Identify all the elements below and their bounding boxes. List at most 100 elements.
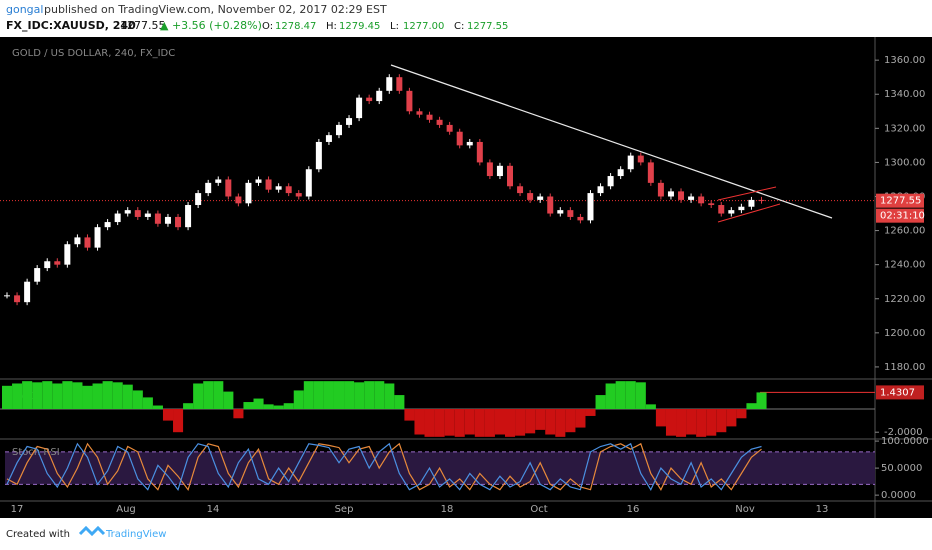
macd-bar [726,409,737,427]
candle-body [315,141,322,170]
macd-bar [615,381,626,409]
price-pane: 1180.001200.001220.001240.001260.001280.… [0,55,925,373]
candle-body [205,182,212,194]
symbol: FX_IDC:XAUUSD, 240 [6,19,136,32]
macd-bar [203,381,214,409]
macd-bar [505,409,516,437]
macd-bar [283,403,294,409]
ohlc-value: 1277.55 [467,21,508,32]
candle-body [255,179,262,183]
candle-body [4,295,10,297]
footer-bg [0,518,932,550]
y-tick-label: 1340.00 [884,89,925,100]
macd-bar [12,383,23,409]
candle-body [215,179,222,183]
macd-bar [303,381,314,409]
macd-bar [183,403,194,409]
candle-body [124,210,131,214]
macd-bar [635,382,646,409]
macd-bar [655,409,666,427]
last-price-label: 1277.55 [880,196,921,207]
macd-bar [464,409,475,435]
candle-body [577,216,584,221]
macd-bar [92,383,103,409]
macd-bar [384,383,395,409]
macd-bar [223,391,234,409]
candle-body [507,165,513,187]
footer-brand[interactable]: TradingView [105,529,166,540]
macd-bar [515,409,526,436]
stoch-d [6,442,762,492]
macd-bar [313,381,324,409]
macd-bar [374,381,385,409]
candle-body [285,186,292,194]
candle-body [496,165,503,177]
candle-body [476,141,483,163]
header-bg [0,0,932,37]
candle-body [627,155,634,170]
candle-body [275,186,282,190]
ohlc-value: 1278.47 [275,21,316,32]
macd-bar [454,409,465,437]
macd-bar [273,405,284,409]
macd-bar [525,409,536,434]
macd-bar [152,405,163,409]
candle-body [104,222,111,228]
candle-body [617,169,624,177]
macd-bar [132,390,143,409]
countdown: 02:31:10 [880,211,925,222]
trendline [390,64,833,219]
macd-bar [253,398,264,409]
x-tick-label: 14 [207,504,220,515]
candle-body [14,295,21,303]
macd-bar [585,409,596,416]
candle-body [647,162,654,183]
candle-body [406,90,413,112]
candle-body [637,155,644,163]
candle-body [356,97,363,119]
macd-bar [665,409,677,436]
macd-bar [484,409,495,437]
macd-bar [243,402,254,409]
macd-bar [2,385,13,409]
candle-body [587,193,594,221]
candle-body [708,203,715,206]
macd-bar [82,385,93,409]
candle-body [74,237,81,245]
macd-bar [72,382,83,409]
x-axis: 17 Aug 14 Sep 18 Oct 16 Nov 13 [11,504,829,515]
macd-bar [595,395,606,409]
x-tick-label: 18 [441,504,454,515]
candle-body [376,90,383,102]
candle-body [547,196,554,214]
candle-body [436,119,443,125]
y-tick-label: -2.0000 [884,427,923,438]
candle-body [265,179,272,190]
x-tick-label: Oct [530,504,547,515]
y-tick-label: 1260.00 [884,226,925,237]
macd-bar [142,397,153,409]
macd-bar [213,381,224,409]
y-tick-label: 1300.00 [884,157,925,168]
stoch-pane: Stoch RSI 100.0000 50.0000 0.0000 [5,436,929,501]
macd-bar [52,383,63,409]
macd-bar [394,395,405,409]
macd-bar [122,384,133,409]
ohlc: O: 1278.47 H: 1279.45 L: 1277.00 C: 1277.55 [262,21,508,32]
candle-body [175,216,182,228]
last: 1277.55 [120,19,166,32]
candle-body [446,124,453,132]
macd-bar [706,409,717,436]
candle-body [396,77,403,91]
candle-body [667,191,674,197]
macd-bar [193,383,204,409]
macd-bar [645,404,656,409]
candle-body [54,261,61,265]
macd-bar [293,390,304,409]
y-tick-label: 100.0000 [881,436,929,447]
candle-body [24,281,31,303]
footer-created: Created with [6,529,70,540]
candle-body [366,97,373,102]
author[interactable]: gongal [6,3,43,16]
candle-body [597,186,604,194]
